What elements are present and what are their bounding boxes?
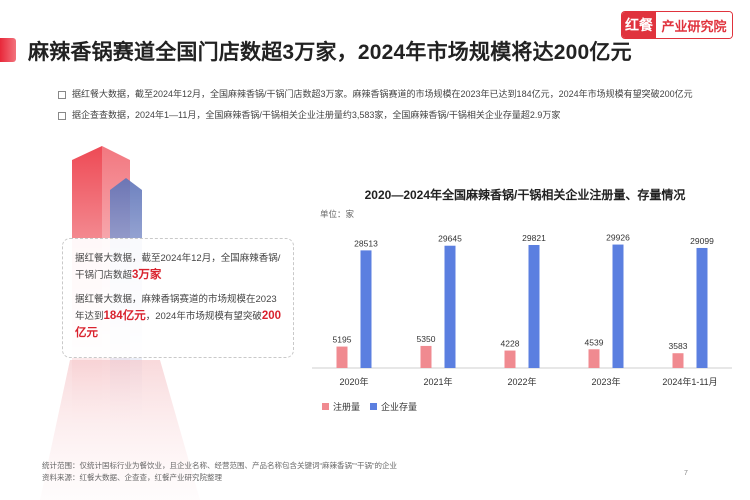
bar-chart: 5195 28513 2020年 5350 29645 2021年 4228 29821 202…	[312, 233, 732, 412]
bar-stock	[444, 245, 456, 368]
data-label: 29099	[690, 236, 714, 246]
footnote-source: 资料来源：红餐大数据、企查查，红餐产业研究院整理	[42, 473, 222, 482]
callout-highlight-stores: 3万家	[132, 269, 162, 281]
x-tick-label: 2022年	[507, 376, 536, 387]
decorative-pillars	[40, 146, 200, 500]
callout-text: 据红餐大数据，麻辣香锅赛道的市场规模在2023年达到	[75, 294, 277, 322]
legend-swatch	[322, 403, 329, 410]
bar-stock	[360, 250, 372, 368]
callout-highlight-2023: 184亿元	[103, 310, 146, 322]
title-accent-bar	[0, 38, 16, 62]
bar-registrations	[336, 346, 348, 368]
x-tick-label: 2021年	[423, 376, 452, 387]
brand-logo: 红餐 产业研究院	[622, 12, 732, 38]
key-point: 据企查查数据，2024年1—11月，全国麻辣香锅/干锅相关企业注册量约3,583…	[58, 109, 698, 122]
x-tick-label: 2023年	[591, 376, 620, 387]
data-label: 29645	[438, 234, 462, 244]
data-label: 5195	[333, 335, 352, 345]
footnote-scope: 统计范围：仅统计国标行业为餐饮业，且企业名称、经营范围、产品名称包含关键词“麻辣…	[42, 461, 397, 470]
page-title: 麻辣香锅赛道全国门店数超3万家，2024年市场规模将达200亿元	[28, 41, 632, 64]
callout-highlight-2024: 200亿元	[75, 310, 282, 339]
data-label: 29926	[606, 233, 630, 243]
bar-registrations	[504, 350, 516, 368]
callout-text: ，2024年市场规模有望突破	[145, 311, 262, 322]
data-label: 4539	[585, 337, 604, 347]
callout-paragraph-stores: 据红餐大数据，截至2024年12月，全国麻辣香锅/干锅门店数超3万家	[75, 251, 283, 284]
bar-registrations	[420, 345, 432, 368]
logo-mark: 红餐	[622, 12, 656, 38]
x-tick-label: 2024年1-11月	[662, 376, 717, 387]
summary-callout: 据红餐大数据，截至2024年12月，全国麻辣香锅/干锅门店数超3万家 据红餐大数…	[62, 238, 294, 358]
bar-registrations	[588, 349, 600, 368]
chart-title: 2020—2024年全国麻辣香锅/干锅相关企业注册量、存量情况	[364, 188, 686, 202]
bar-stock	[528, 244, 540, 368]
callout-paragraph-market: 据红餐大数据，麻辣香锅赛道的市场规模在2023年达到184亿元，2024年市场规…	[75, 292, 283, 342]
legend-label: 企业存量	[381, 401, 417, 412]
data-label: 3583	[669, 341, 688, 351]
data-label: 28513	[354, 238, 378, 248]
footnote: 统计范围：仅统计国标行业为餐饮业，且企业名称、经营范围、产品名称包含关键词“麻辣…	[42, 460, 397, 484]
data-label: 29821	[522, 233, 546, 243]
callout-text: 据红餐大数据，截至2024年12月，全国麻辣香锅/干锅门店数超	[75, 253, 281, 281]
key-point: 据红餐大数据，截至2024年12月，全国麻辣香锅/干锅门店数超3万家。麻辣香锅赛…	[58, 88, 698, 101]
legend-label: 注册量	[333, 401, 360, 412]
logo-text: 产业研究院	[656, 12, 732, 38]
chart-unit-label: 单位：家	[320, 209, 355, 219]
legend-swatch	[370, 403, 377, 410]
data-label: 5350	[417, 334, 436, 344]
key-points: 据红餐大数据，截至2024年12月，全国麻辣香锅/干锅门店数超3万家。麻辣香锅赛…	[58, 88, 698, 130]
x-tick-label: 2020年	[339, 376, 368, 387]
bar-registrations	[672, 353, 684, 368]
bar-stock	[696, 247, 708, 368]
page-number: 7	[684, 470, 688, 477]
data-label: 4228	[501, 339, 520, 349]
bar-stock	[612, 244, 624, 368]
